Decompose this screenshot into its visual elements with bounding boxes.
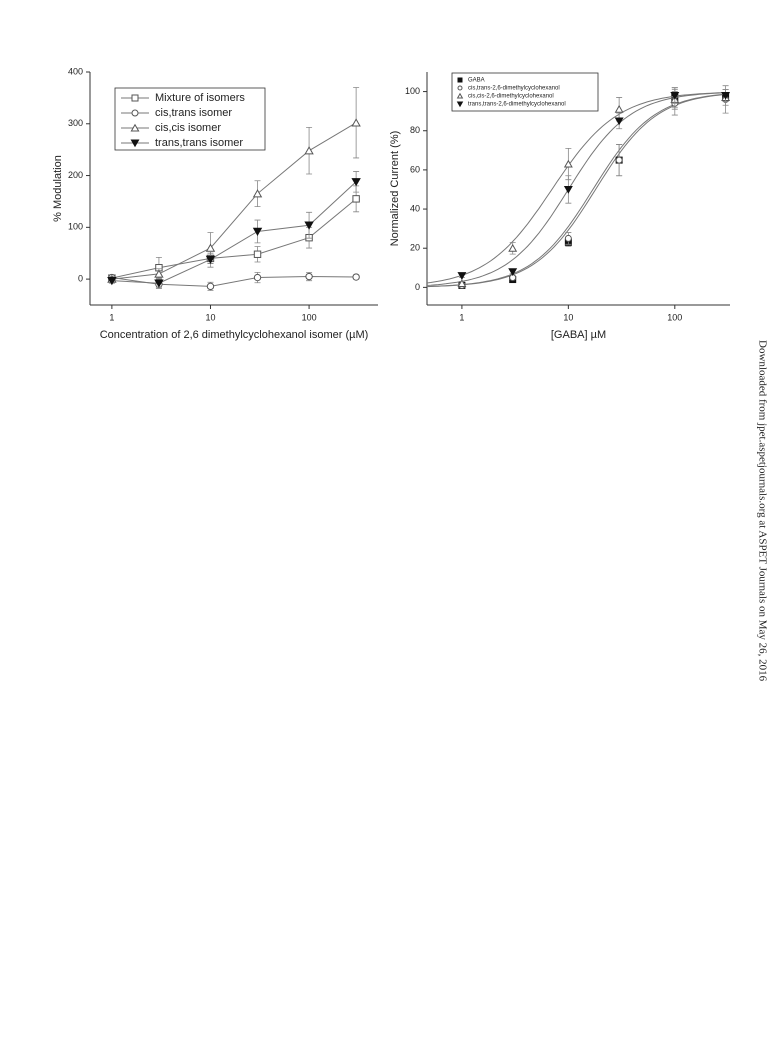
legend-marker: [457, 85, 463, 91]
marker: [615, 156, 623, 164]
legend-label: Mixture of isomers: [155, 92, 245, 104]
x-axis-label: [GABA] µM: [551, 329, 606, 341]
legend-marker: [457, 77, 463, 83]
y-tick-label: 100: [405, 86, 420, 96]
marker: [252, 189, 263, 198]
legend-marker: [456, 92, 464, 99]
y-tick-label: 0: [78, 273, 83, 283]
legend-marker: [131, 109, 139, 117]
fit-curve: [426, 93, 726, 288]
y-axis-label: % Modulation: [52, 155, 64, 222]
x-tick-label: 10: [563, 312, 573, 322]
legend-label: cis,trans isomer: [155, 107, 232, 119]
legend-label: trans,trans-2,6-dimethylcyclohexanol: [468, 102, 566, 108]
marker: [253, 250, 262, 258]
y-tick-label: 60: [410, 164, 420, 174]
marker: [304, 221, 314, 230]
marker: [563, 185, 573, 194]
y-tick-label: 0: [415, 282, 420, 292]
legend-label: cis,cis-2,6-dimethylcyclohexanol: [468, 94, 554, 100]
series-line: [111, 198, 357, 279]
legend-label: trans,trans isomer: [155, 137, 243, 149]
marker: [457, 279, 467, 287]
marker: [252, 227, 263, 237]
marker: [457, 272, 467, 280]
x-axis-label: Concentration of 2,6 dimethylcyclohexano…: [100, 329, 369, 341]
marker: [205, 255, 216, 264]
marker: [205, 243, 216, 252]
marker: [304, 146, 314, 155]
y-tick-label: 40: [410, 203, 420, 213]
side-note: Downloaded from jpet.aspetjournals.org a…: [756, 340, 768, 682]
marker: [154, 269, 164, 278]
y-tick-label: 100: [68, 222, 83, 232]
y-tick-label: 300: [68, 118, 83, 128]
marker: [508, 268, 518, 277]
marker: [352, 273, 360, 281]
marker: [508, 243, 518, 252]
legend-label: cis,cis isomer: [155, 122, 221, 134]
marker: [253, 273, 262, 282]
legend-label: cis,trans-2,6-dimethylcyclohexanol: [468, 86, 560, 92]
series-line: [111, 181, 357, 284]
legend-label: GABA: [468, 78, 485, 84]
legend-marker: [130, 123, 140, 132]
x-tick-label: 100: [667, 312, 682, 322]
marker: [352, 195, 360, 203]
marker: [351, 118, 361, 127]
marker: [154, 279, 164, 288]
x-tick-label: 100: [302, 312, 317, 322]
fit-curve: [426, 92, 726, 286]
marker: [564, 234, 572, 242]
marker: [563, 159, 573, 168]
y-tick-label: 80: [410, 125, 420, 135]
x-tick-label: 10: [205, 312, 215, 322]
marker: [721, 91, 731, 100]
marker: [670, 91, 680, 100]
legend-box: [451, 72, 599, 112]
y-tick-label: 200: [68, 170, 83, 180]
marker: [351, 178, 361, 187]
legend-marker: [456, 101, 464, 108]
fit-curve: [426, 92, 726, 284]
marker: [614, 104, 624, 113]
series-line: [111, 122, 357, 280]
y-tick-label: 20: [410, 243, 420, 253]
y-axis-label: Normalized Current (%): [389, 131, 401, 247]
marker: [614, 117, 624, 126]
fit-curve: [426, 93, 726, 287]
x-tick-label: 1: [459, 312, 464, 322]
marker: [305, 272, 313, 281]
series-line: [111, 276, 357, 287]
legend-marker: [130, 139, 140, 148]
x-tick-label: 1: [109, 312, 114, 322]
marker: [107, 276, 117, 286]
y-tick-label: 400: [68, 66, 83, 76]
marker: [206, 282, 215, 291]
legend-marker: [131, 94, 139, 102]
